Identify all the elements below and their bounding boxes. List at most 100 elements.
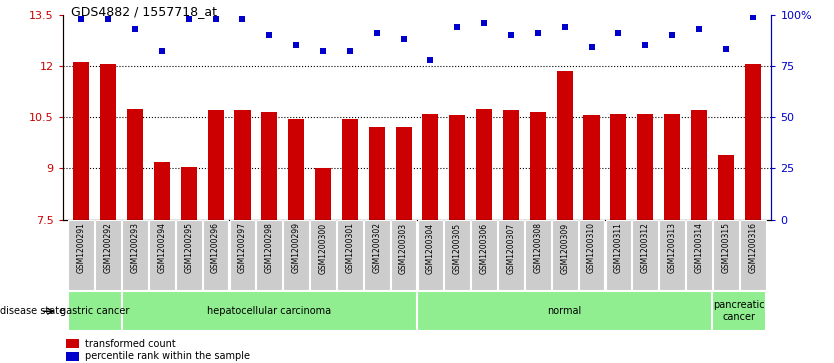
Text: GSM1200297: GSM1200297	[238, 223, 247, 273]
Bar	[181, 167, 197, 220]
Point	[639, 42, 652, 48]
Bar	[261, 112, 278, 220]
Text: GSM1200296: GSM1200296	[211, 223, 220, 273]
Point	[397, 36, 410, 42]
Bar	[100, 64, 116, 220]
Point	[236, 16, 249, 21]
FancyBboxPatch shape	[203, 220, 229, 290]
Text: GSM1200316: GSM1200316	[748, 223, 757, 273]
FancyBboxPatch shape	[176, 220, 202, 290]
FancyBboxPatch shape	[525, 220, 550, 290]
Text: pancreatic
cancer: pancreatic cancer	[713, 301, 765, 322]
FancyBboxPatch shape	[712, 291, 766, 331]
FancyBboxPatch shape	[390, 220, 416, 290]
FancyBboxPatch shape	[95, 220, 121, 290]
FancyBboxPatch shape	[552, 220, 578, 290]
Text: gastric cancer: gastric cancer	[60, 306, 129, 316]
Point	[531, 30, 545, 36]
Bar	[691, 110, 707, 220]
Point	[450, 24, 464, 30]
Text: GSM1200300: GSM1200300	[319, 223, 328, 274]
Point	[666, 32, 679, 38]
Bar	[530, 112, 546, 220]
Text: GSM1200309: GSM1200309	[560, 223, 569, 274]
Bar	[234, 110, 250, 220]
Bar	[288, 119, 304, 220]
Point	[182, 16, 195, 21]
FancyBboxPatch shape	[364, 220, 389, 290]
Bar	[450, 115, 465, 220]
Text: GSM1200298: GSM1200298	[265, 223, 274, 273]
Bar	[395, 127, 412, 220]
Bar	[476, 109, 492, 220]
Bar	[369, 127, 384, 220]
Point	[746, 14, 759, 20]
FancyBboxPatch shape	[68, 291, 122, 331]
FancyBboxPatch shape	[122, 291, 417, 331]
Text: GSM1200310: GSM1200310	[587, 223, 596, 273]
Bar	[153, 162, 170, 220]
Point	[558, 24, 571, 30]
Text: GSM1200301: GSM1200301	[345, 223, 354, 273]
Point	[477, 20, 490, 26]
Bar	[208, 110, 224, 220]
Bar	[315, 168, 331, 220]
Bar	[637, 114, 653, 220]
FancyBboxPatch shape	[122, 220, 148, 290]
Point	[128, 26, 142, 32]
FancyBboxPatch shape	[418, 220, 444, 290]
FancyBboxPatch shape	[229, 220, 255, 290]
FancyBboxPatch shape	[417, 291, 712, 331]
Text: GDS4882 / 1557718_at: GDS4882 / 1557718_at	[71, 5, 217, 19]
Text: GSM1200305: GSM1200305	[453, 223, 462, 274]
FancyBboxPatch shape	[498, 220, 524, 290]
Point	[611, 30, 625, 36]
Text: transformed count: transformed count	[84, 339, 175, 349]
Bar	[342, 119, 358, 220]
Text: disease state: disease state	[0, 306, 65, 316]
Point	[75, 16, 88, 21]
FancyBboxPatch shape	[256, 220, 282, 290]
Bar	[610, 114, 626, 220]
Bar	[66, 339, 79, 348]
Text: GSM1200295: GSM1200295	[184, 223, 193, 273]
Point	[505, 32, 518, 38]
FancyBboxPatch shape	[632, 220, 658, 290]
FancyBboxPatch shape	[659, 220, 685, 290]
FancyBboxPatch shape	[445, 220, 470, 290]
Text: GSM1200304: GSM1200304	[426, 223, 435, 274]
FancyBboxPatch shape	[686, 220, 712, 290]
Bar	[66, 352, 79, 361]
Text: GSM1200308: GSM1200308	[533, 223, 542, 273]
FancyBboxPatch shape	[605, 220, 631, 290]
Bar	[718, 155, 734, 220]
Text: GSM1200294: GSM1200294	[158, 223, 167, 273]
FancyBboxPatch shape	[740, 220, 766, 290]
FancyBboxPatch shape	[471, 220, 497, 290]
Text: GSM1200311: GSM1200311	[614, 223, 623, 273]
Point	[585, 44, 598, 50]
Point	[316, 49, 329, 54]
Text: GSM1200307: GSM1200307	[506, 223, 515, 274]
Text: GSM1200302: GSM1200302	[372, 223, 381, 273]
Point	[155, 49, 168, 54]
Text: GSM1200293: GSM1200293	[131, 223, 139, 273]
Text: GSM1200299: GSM1200299	[292, 223, 301, 273]
FancyBboxPatch shape	[68, 220, 94, 290]
Text: GSM1200313: GSM1200313	[667, 223, 676, 273]
FancyBboxPatch shape	[149, 220, 175, 290]
FancyBboxPatch shape	[284, 220, 309, 290]
Bar	[584, 115, 600, 220]
Bar	[664, 114, 681, 220]
Bar	[503, 110, 519, 220]
Point	[289, 42, 303, 48]
Point	[102, 16, 115, 21]
Text: normal: normal	[548, 306, 582, 316]
FancyBboxPatch shape	[337, 220, 363, 290]
Bar	[556, 71, 573, 220]
Text: GSM1200314: GSM1200314	[695, 223, 703, 273]
Bar	[422, 114, 439, 220]
Point	[209, 16, 223, 21]
Text: percentile rank within the sample: percentile rank within the sample	[84, 351, 249, 361]
Point	[424, 57, 437, 62]
